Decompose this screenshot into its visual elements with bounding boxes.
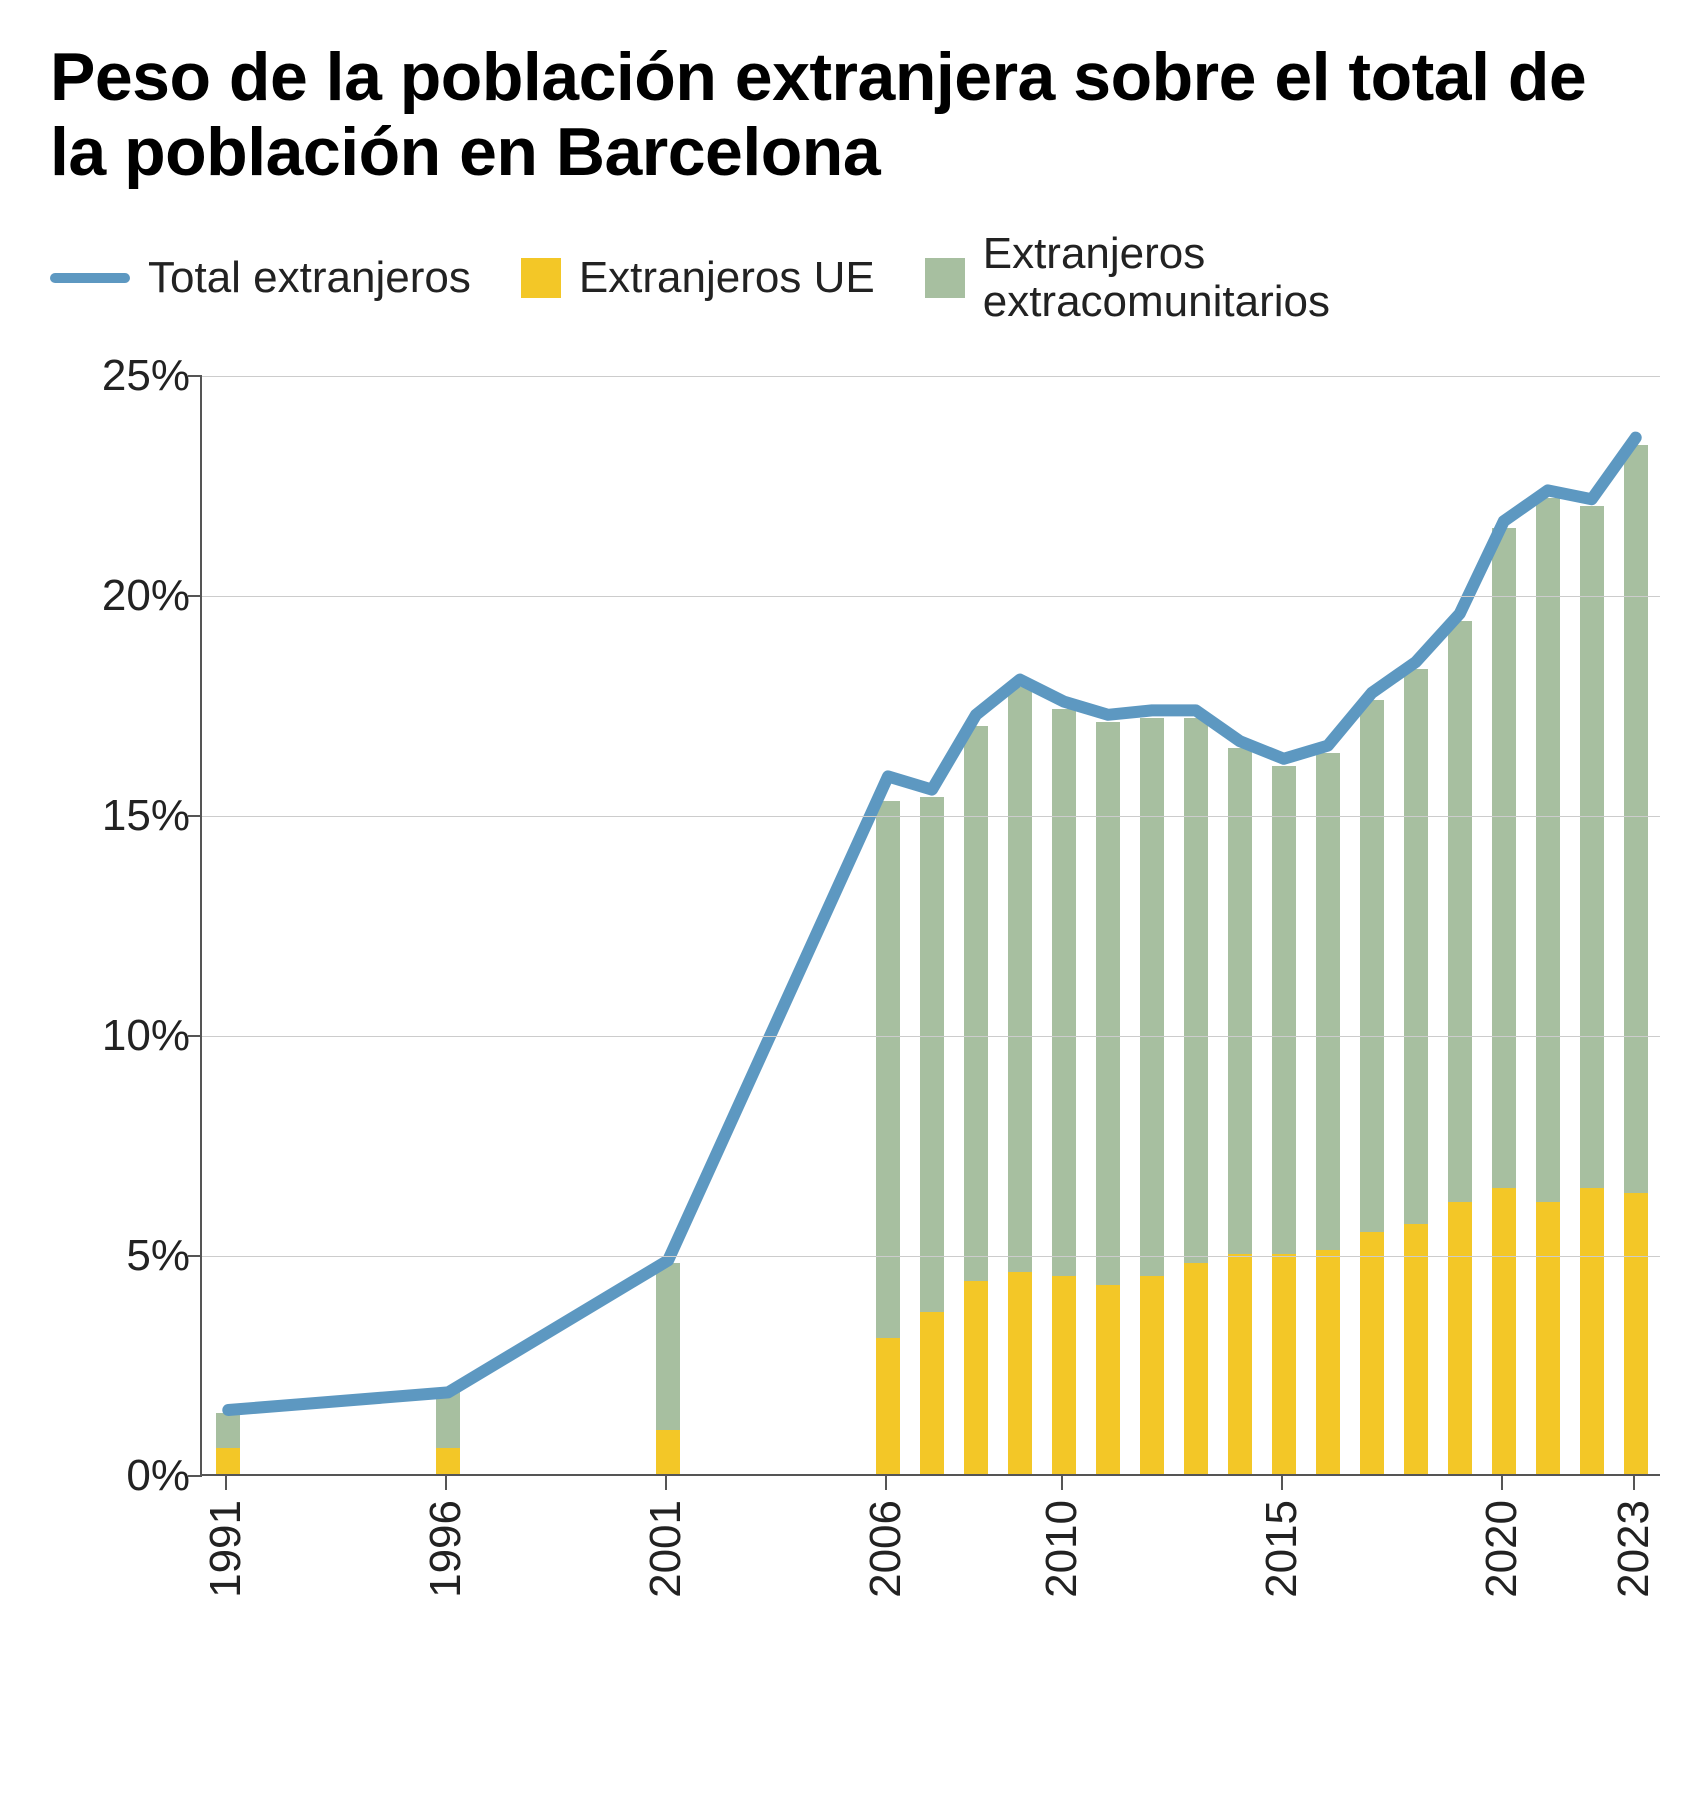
- legend-swatch-block: [521, 258, 561, 298]
- x-axis: 1991 1996 2001 2006 2010 2015 2020 2023: [200, 1476, 1660, 1656]
- gridline: [202, 816, 1660, 817]
- x-tick-mark: [885, 1476, 887, 1490]
- y-tick-mark: [188, 815, 202, 817]
- legend-swatch-block: [925, 258, 965, 298]
- y-tick-label: 0%: [126, 1451, 190, 1501]
- chart: 0%5%10%15%20%25% 19911996200120062010201…: [50, 376, 1653, 1656]
- y-tick-mark: [188, 1255, 202, 1257]
- x-tick-mark: [1281, 1476, 1283, 1490]
- chart-title: Peso de la población extranjera sobre el…: [50, 40, 1653, 190]
- y-tick-mark: [188, 375, 202, 377]
- y-tick-label: 10%: [102, 1011, 190, 1061]
- x-tick-mark: [225, 1476, 227, 1490]
- x-tick-label: 2006: [861, 1500, 911, 1598]
- x-tick-mark: [1501, 1476, 1503, 1490]
- gridline: [202, 596, 1660, 597]
- y-tick-mark: [188, 595, 202, 597]
- legend-item: Extranjerosextracomunitarios: [925, 230, 1330, 327]
- x-tick-mark: [445, 1476, 447, 1490]
- legend-label: Extranjeros UE: [579, 254, 875, 302]
- series-line-total: [228, 438, 1635, 1410]
- line-layer: [202, 376, 1662, 1476]
- y-tick-label: 20%: [102, 571, 190, 621]
- legend: Total extranjeros Extranjeros UE Extranjer…: [50, 230, 1653, 327]
- x-tick-label: 1996: [421, 1500, 471, 1598]
- legend-item: Total extranjeros: [50, 254, 471, 302]
- y-tick-label: 5%: [126, 1231, 190, 1281]
- x-tick-label: 2010: [1037, 1500, 1087, 1598]
- x-tick-label: 2023: [1609, 1500, 1659, 1598]
- y-tick-label: 25%: [102, 351, 190, 401]
- x-tick-mark: [665, 1476, 667, 1490]
- legend-label: Total extranjeros: [148, 254, 471, 302]
- x-tick-mark: [1633, 1476, 1635, 1490]
- y-axis: 0%5%10%15%20%25%: [50, 376, 200, 1476]
- x-tick-label: 2020: [1477, 1500, 1527, 1598]
- y-tick-label: 15%: [102, 791, 190, 841]
- gridline: [202, 376, 1660, 377]
- x-tick-mark: [1061, 1476, 1063, 1490]
- gridline: [202, 1036, 1660, 1037]
- legend-swatch-line: [50, 273, 130, 283]
- gridline: [202, 1256, 1660, 1257]
- x-tick-label: 2015: [1257, 1500, 1307, 1598]
- x-tick-label: 2001: [641, 1500, 691, 1598]
- legend-item: Extranjeros UE: [521, 254, 875, 302]
- legend-label: Extranjerosextracomunitarios: [983, 230, 1330, 327]
- y-tick-mark: [188, 1035, 202, 1037]
- plot-area: [200, 376, 1660, 1476]
- x-tick-label: 1991: [201, 1500, 251, 1598]
